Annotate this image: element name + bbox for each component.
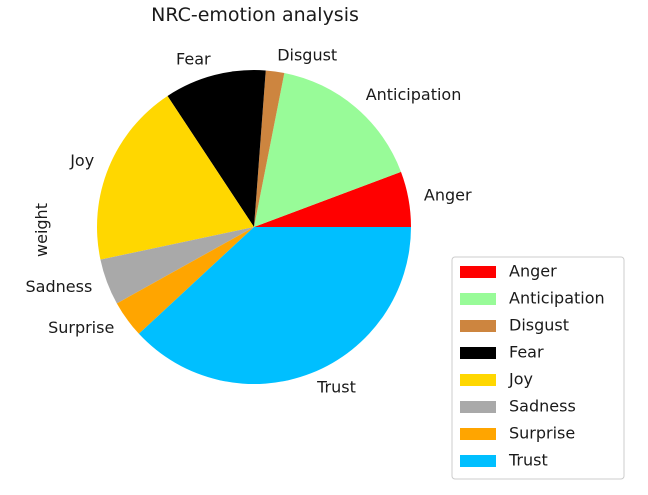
legend-label-disgust: Disgust	[509, 316, 569, 335]
pie-label-surprise: Surprise	[48, 318, 114, 337]
legend-label-trust: Trust	[508, 451, 548, 470]
legend: Anger Anticipation Disgust Fear Joy Sadness Su…	[451, 256, 625, 480]
legend-swatch-fear	[460, 347, 496, 359]
y-axis-label: weight	[32, 203, 51, 257]
pie-slice-joy	[96, 95, 254, 260]
legend-label-anger: Anger	[509, 262, 557, 281]
pie-slice-anger	[254, 171, 411, 227]
pie-label-joy: Joy	[69, 151, 94, 170]
pie-slice-disgust	[254, 70, 285, 227]
legend-swatch-surprise	[460, 428, 496, 440]
legend-swatch-disgust	[460, 320, 496, 332]
legend-label-joy: Joy	[508, 370, 533, 389]
pie-label-fear: Fear	[176, 49, 211, 68]
legend-label-anticipation: Anticipation	[509, 289, 605, 308]
pie-slice-labels: Anger Anticipation Disgust Fear Joy Sadness Su…	[26, 45, 472, 396]
legend-items: Anger Anticipation Disgust Fear Joy Sadness Su…	[460, 262, 605, 470]
pie-slice-fear	[167, 70, 266, 228]
legend-swatch-trust	[460, 455, 496, 467]
pie-label-disgust: Disgust	[277, 45, 337, 64]
legend-label-fear: Fear	[509, 343, 544, 362]
legend-swatch-sadness	[460, 401, 496, 413]
legend-label-surprise: Surprise	[509, 424, 575, 443]
pie-slice-anticipation	[254, 72, 401, 228]
pie-slice-sadness	[100, 227, 255, 304]
pie-slice-trust	[138, 227, 411, 385]
legend-swatch-anticipation	[460, 293, 496, 305]
pie-slices	[96, 70, 411, 385]
legend-swatch-joy	[460, 374, 496, 386]
pie-label-anger: Anger	[424, 186, 472, 205]
pie-label-sadness: Sadness	[26, 277, 93, 296]
legend-frame	[451, 256, 625, 480]
legend-swatch-anger	[460, 266, 496, 278]
pie-slice-surprise	[116, 227, 255, 334]
pie-label-trust: Trust	[316, 377, 356, 396]
pie-label-anticipation: Anticipation	[366, 85, 462, 104]
chart-title: NRC-emotion analysis	[151, 4, 359, 26]
legend-label-sadness: Sadness	[509, 397, 576, 416]
